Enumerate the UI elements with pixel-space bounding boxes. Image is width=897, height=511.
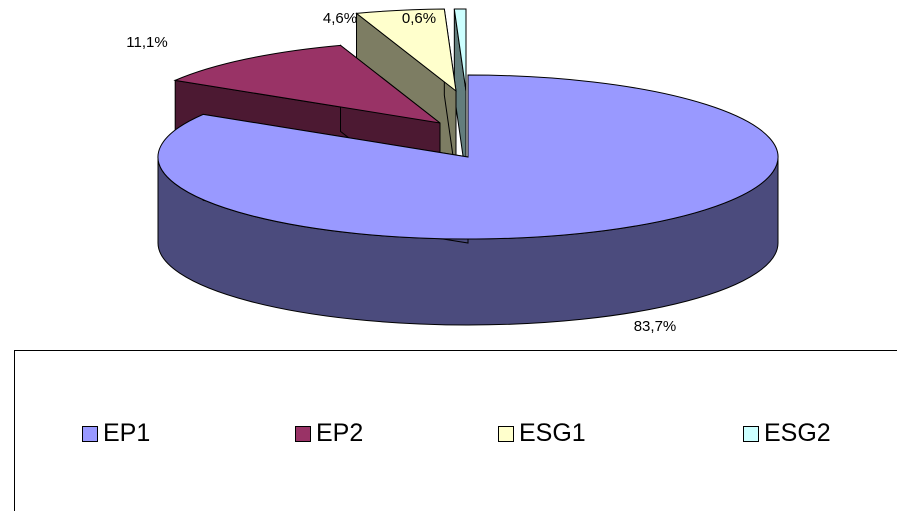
slice-top-esg1: [355, 8, 457, 93]
slice-esg2: [453, 8, 467, 178]
slice-ep1: [157, 74, 779, 326]
slice-top-ep1: [157, 74, 779, 240]
slice-top-ep2: [173, 44, 441, 124]
legend-swatch-ep1: [82, 425, 98, 442]
data-label-esg2: 0,6%: [402, 10, 436, 27]
legend-swatch-esg2: [743, 425, 759, 442]
legend: EP1 EP2 ESG1 ESG2: [14, 350, 897, 511]
legend-item-esg1: ESG1: [498, 419, 586, 448]
data-label-esg1: 4,6%: [323, 10, 357, 27]
legend-item-ep1: EP1: [82, 419, 150, 448]
legend-item-esg2: ESG2: [743, 419, 831, 448]
data-label-ep1: 83,7%: [634, 318, 677, 335]
legend-item-ep2: EP2: [295, 419, 363, 448]
legend-swatch-esg1: [498, 425, 514, 442]
legend-swatch-ep2: [295, 425, 311, 442]
legend-label-esg1: ESG1: [519, 419, 586, 447]
slice-top-esg2: [453, 8, 467, 92]
legend-label-ep2: EP2: [316, 419, 364, 447]
legend-label-ep1: EP1: [103, 419, 151, 447]
data-label-ep2: 11,1%: [126, 34, 167, 51]
legend-label-esg2: ESG2: [764, 419, 831, 447]
